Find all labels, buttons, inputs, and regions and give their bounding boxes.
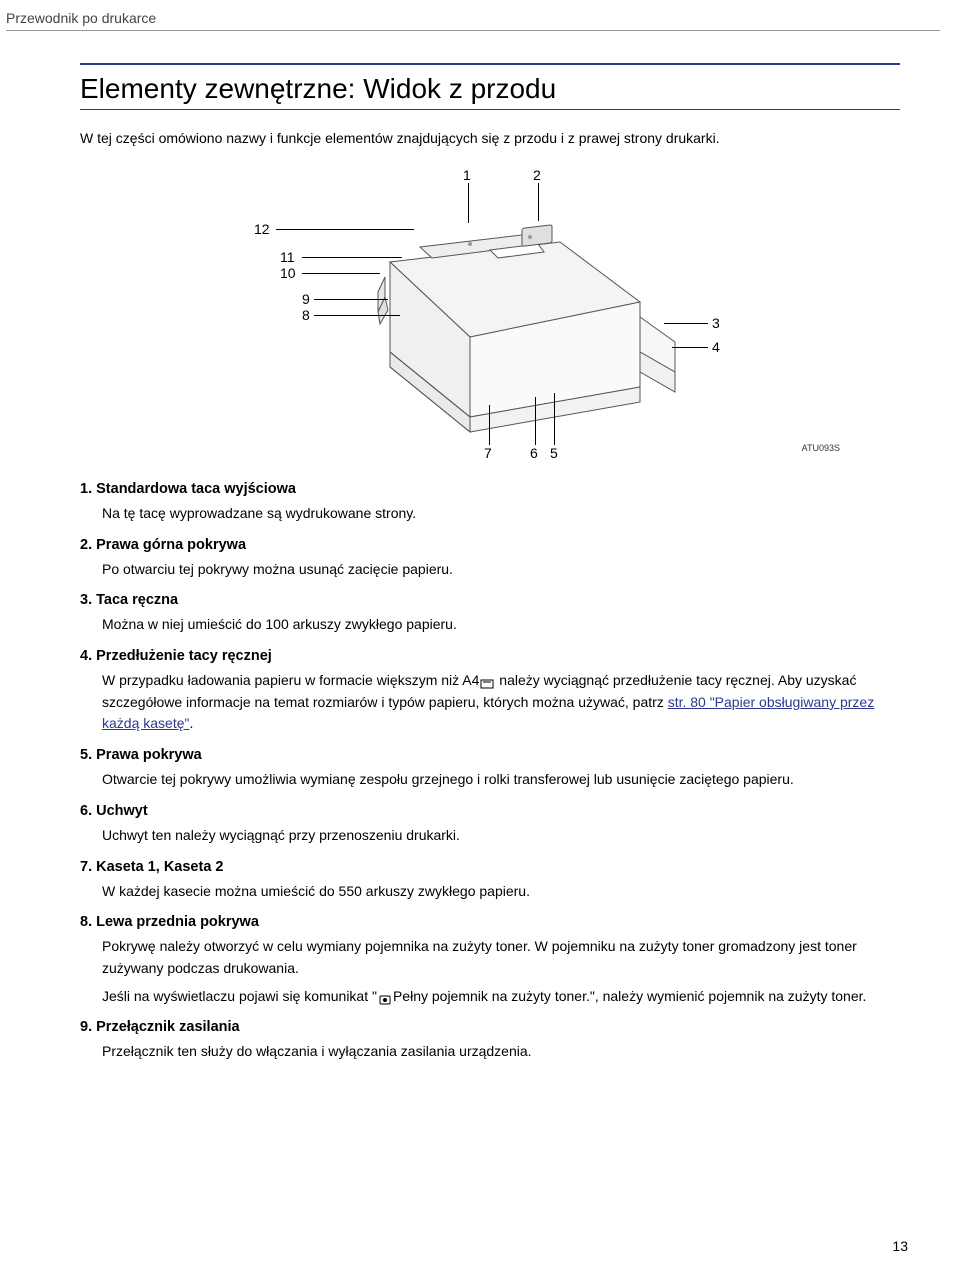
feature-item: 2. Prawa górna pokrywa Po otwarciu tej p… (80, 537, 900, 581)
feature-item: 7. Kaseta 1, Kaseta 2 W każdej kasecie m… (80, 859, 900, 903)
callout-7: 7 (484, 445, 492, 461)
feature-list: 1. Standardowa taca wyjściowa Na tę tacę… (80, 481, 900, 1063)
title-rule-top (80, 63, 900, 65)
page-title: Elementy zewnętrzne: Widok z przodu (80, 73, 900, 105)
landscape-icon (480, 675, 494, 687)
callout-8: 8 (302, 307, 310, 323)
callout-10: 10 (280, 265, 296, 281)
feature-item: 8. Lewa przednia pokrywa Pokrywę należy … (80, 914, 900, 1007)
intro-text: W tej części omówiono nazwy i funkcje el… (80, 128, 900, 149)
title-rule-bottom (80, 109, 900, 110)
callout-9: 9 (302, 291, 310, 307)
callout-5: 5 (550, 445, 558, 461)
callout-6: 6 (530, 445, 538, 461)
feature-item: 1. Standardowa taca wyjściowa Na tę tacę… (80, 481, 900, 525)
feature-item: 5. Prawa pokrywa Otwarcie tej pokrywy um… (80, 747, 900, 791)
callout-2: 2 (533, 167, 541, 183)
page-header: Przewodnik po drukarce (0, 0, 960, 35)
feature-item: 9. Przełącznik zasilania Przełącznik ten… (80, 1019, 900, 1063)
toner-icon (378, 991, 392, 1003)
callout-12: 12 (254, 221, 270, 237)
header-label: Przewodnik po drukarce (6, 10, 156, 26)
callout-3: 3 (712, 315, 720, 331)
feature-item: 3. Taca ręczna Można w niej umieścić do … (80, 592, 900, 636)
feature-item: 6. Uchwyt Uchwyt ten należy wyciągnąć pr… (80, 803, 900, 847)
callout-11: 11 (280, 249, 295, 265)
figure-code: ATU093S (802, 443, 840, 453)
header-rule (6, 30, 940, 31)
page-number: 13 (892, 1238, 908, 1254)
callout-4: 4 (712, 339, 720, 355)
callout-1: 1 (463, 167, 471, 183)
printer-diagram: 1 2 3 4 5 6 7 8 9 10 11 12 ATU093S (80, 167, 900, 467)
feature-item: 4. Przedłużenie tacy ręcznej W przypadku… (80, 648, 900, 735)
main-content: Elementy zewnętrzne: Widok z przodu W te… (0, 63, 960, 1063)
